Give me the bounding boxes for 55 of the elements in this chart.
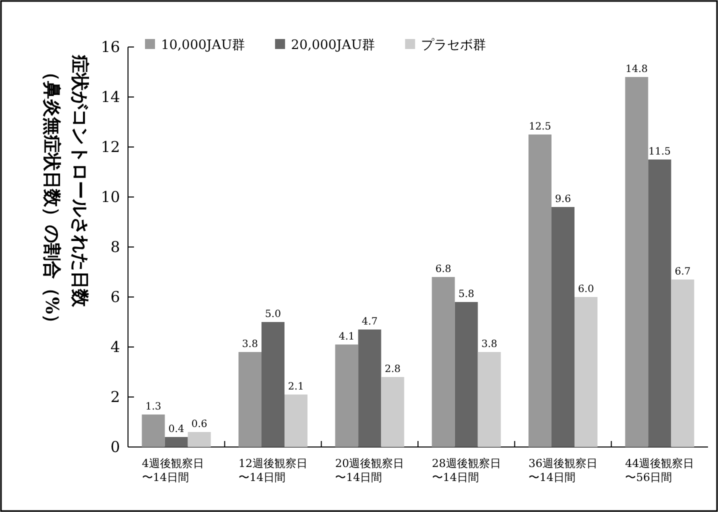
bar <box>142 414 165 447</box>
bar <box>188 432 211 447</box>
x-tick-label: 44週後観察日〜56日間 <box>625 457 694 484</box>
data-label: 5.0 <box>265 309 281 320</box>
y-tick-label: 12 <box>100 138 120 156</box>
bar <box>574 297 598 447</box>
bar <box>358 330 382 447</box>
bar <box>284 394 308 447</box>
y-tick-label: 10 <box>100 188 120 206</box>
data-label: 2.8 <box>384 364 401 375</box>
x-tick-label: 4週後観察日〜14日間 <box>142 457 204 484</box>
y-tick-label: 6 <box>110 288 120 306</box>
legend-label: プラセボ群 <box>421 38 486 53</box>
y-tick-label: 4 <box>110 338 120 356</box>
data-label: 1.3 <box>145 402 162 412</box>
bar <box>335 344 358 447</box>
data-label: 3.8 <box>242 339 258 350</box>
data-label: 6.7 <box>674 266 691 278</box>
bar <box>671 280 694 447</box>
data-label: 14.8 <box>626 64 648 75</box>
data-label: 3.8 <box>481 339 498 350</box>
x-tick-label: 20週後観察日〜14日間 <box>335 457 404 484</box>
x-tick-label: 36週後観察日〜14日間 <box>528 457 598 484</box>
data-label: 0.4 <box>168 424 184 435</box>
x-tick-label: 12週後観察日〜14日間 <box>238 457 308 484</box>
x-tick-label: 28週後観察日〜14日間 <box>432 457 501 484</box>
data-label: 0.6 <box>191 419 208 430</box>
data-label: 11.5 <box>648 146 671 158</box>
y-tick-label: 0 <box>110 438 120 456</box>
bar <box>625 77 648 447</box>
bar <box>454 302 478 447</box>
y-tick-label: 14 <box>100 88 120 106</box>
data-label: 4.1 <box>338 332 355 342</box>
legend-label: 20,000JAU群 <box>291 38 376 53</box>
y-tick-label: 16 <box>100 38 120 56</box>
data-label: 6.0 <box>578 284 594 295</box>
data-label: 12.5 <box>528 122 552 132</box>
bar <box>381 377 404 447</box>
bar <box>164 437 188 447</box>
bar <box>648 160 672 447</box>
data-label: 5.8 <box>458 289 474 300</box>
y-tick-label: 8 <box>110 238 120 256</box>
data-label: 9.6 <box>555 194 571 205</box>
legend-label: 10,000JAU群 <box>161 38 246 53</box>
bar <box>262 322 284 447</box>
y-tick-label: 2 <box>110 388 120 406</box>
bar <box>238 352 262 447</box>
bar <box>552 207 574 447</box>
bar <box>432 277 455 447</box>
data-label: 2.1 <box>288 382 304 392</box>
bar <box>528 134 552 447</box>
data-label: 4.7 <box>362 316 378 328</box>
bar <box>478 352 501 447</box>
data-label: 6.8 <box>435 264 452 275</box>
y-axis-title: 症状がコントロールされた日数（鼻炎無症状日数）の割合（%） <box>41 54 90 332</box>
